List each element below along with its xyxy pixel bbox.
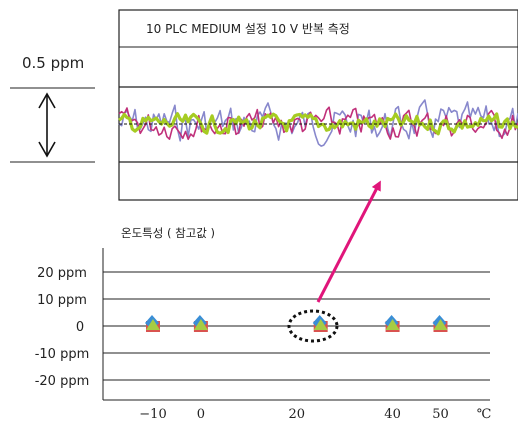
y-tick-label: -10 ppm [35,347,90,362]
x-tick-label: −10 [139,407,166,422]
noise-series-line [118,112,518,136]
temperature-chart-markers [145,315,448,332]
temperature-chart-grid [102,248,490,401]
y-tick-label: 10 ppm [37,293,87,308]
temperature-chart-x-ticks: −10 0 20 40 50 ℃ [139,407,491,422]
data-point-triangle [385,319,400,330]
data-point-triangle [193,319,208,330]
repeat-chart-frame [118,9,518,201]
data-point-triangle [313,319,328,330]
data-point-triangle [433,319,448,330]
repeat-measurement-chart: 10 PLC MEDIUM 설정 10 V 반복 측정 [118,9,518,201]
noise-series-line [118,106,518,141]
x-tick-label: 0 [197,407,205,422]
scale-indicator: 0.5 ppm [10,54,95,163]
temperature-chart-title: 온도특성 ( 참고값 ) [121,226,215,240]
temperature-chart-y-ticks: 20 ppm 10 ppm 0 -10 ppm -20 ppm [35,266,90,389]
y-tick-label: 20 ppm [37,266,87,281]
x-unit-label: ℃ [477,407,492,422]
y-tick-label: -20 ppm [35,374,90,389]
x-tick-label: 50 [432,407,449,422]
highlight-circle [287,309,339,343]
highlight-arrow [316,180,381,303]
temperature-chart: 온도특성 ( 참고값 ) 20 ppm 10 ppm 0 -10 ppm -20 ppm… [35,180,491,422]
scale-label: 0.5 ppm [22,54,84,72]
data-point-triangle [146,319,160,330]
noise-series-group [118,99,518,147]
x-tick-label: 40 [384,407,401,422]
y-tick-label: 0 [76,320,84,335]
repeat-chart-title: 10 PLC MEDIUM 설정 10 V 반복 측정 [146,22,350,36]
scale-arrow-up-head [38,92,56,109]
x-tick-label: 20 [288,407,305,422]
noise-series-line [118,99,518,147]
scale-arrow-down-head [38,141,56,158]
